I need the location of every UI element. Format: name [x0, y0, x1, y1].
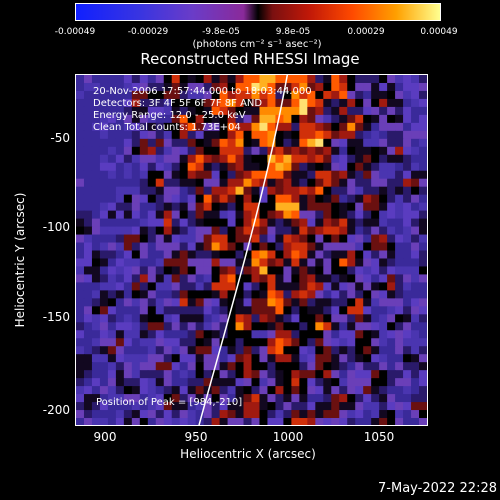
- solar-limb-line: [198, 75, 289, 425]
- colorbar-tick: -0.00029: [127, 27, 169, 37]
- y-tick-label: -100: [42, 220, 70, 234]
- x-tick-label: 1000: [272, 430, 304, 444]
- colorbar-tick: 0.00029: [347, 27, 385, 37]
- y-tick-label: -200: [42, 403, 70, 417]
- y-tick-label: -50: [50, 131, 70, 145]
- colorbar-tick: 0.00049: [420, 27, 458, 37]
- y-axis-label: Heliocentric Y (arcsec): [13, 192, 27, 328]
- rhessi-image: [76, 75, 427, 425]
- info-energy-range: Energy Range: 12.0 - 25.0 keV: [93, 110, 246, 121]
- colorbar-unit: (photons cm⁻² s⁻¹ asec⁻²): [192, 39, 322, 50]
- info-time-range: 20-Nov-2006 17:57:44.000 to 18:03:44.000: [93, 86, 312, 97]
- x-tick-label: 1050: [363, 430, 395, 444]
- colorbar-tick: -0.00049: [54, 27, 96, 37]
- colorbar-tick: 9.8e-05: [275, 27, 311, 37]
- y-tick-label: -150: [42, 310, 70, 324]
- info-clean-counts: Clean Total counts: 1.73E+04: [93, 122, 241, 133]
- x-axis-label: Heliocentric X (arcsec): [180, 447, 316, 461]
- timestamp-footer: 7-May-2022 22:28: [378, 481, 497, 496]
- colorbar: [75, 3, 441, 21]
- x-tick-label: 900: [93, 430, 117, 444]
- peak-position-label: Position of Peak = [984,-210]: [96, 397, 243, 408]
- image-pixels: [76, 75, 427, 425]
- plot-title: Reconstructed RHESSI Image: [140, 50, 360, 68]
- info-detectors: Detectors: 3F 4F 5F 6F 7F 8F AND: [93, 98, 263, 109]
- colorbar-tick: -9.8e-05: [202, 27, 240, 37]
- image-plot[interactable]: [75, 74, 428, 426]
- x-tick-label: 950: [184, 430, 208, 444]
